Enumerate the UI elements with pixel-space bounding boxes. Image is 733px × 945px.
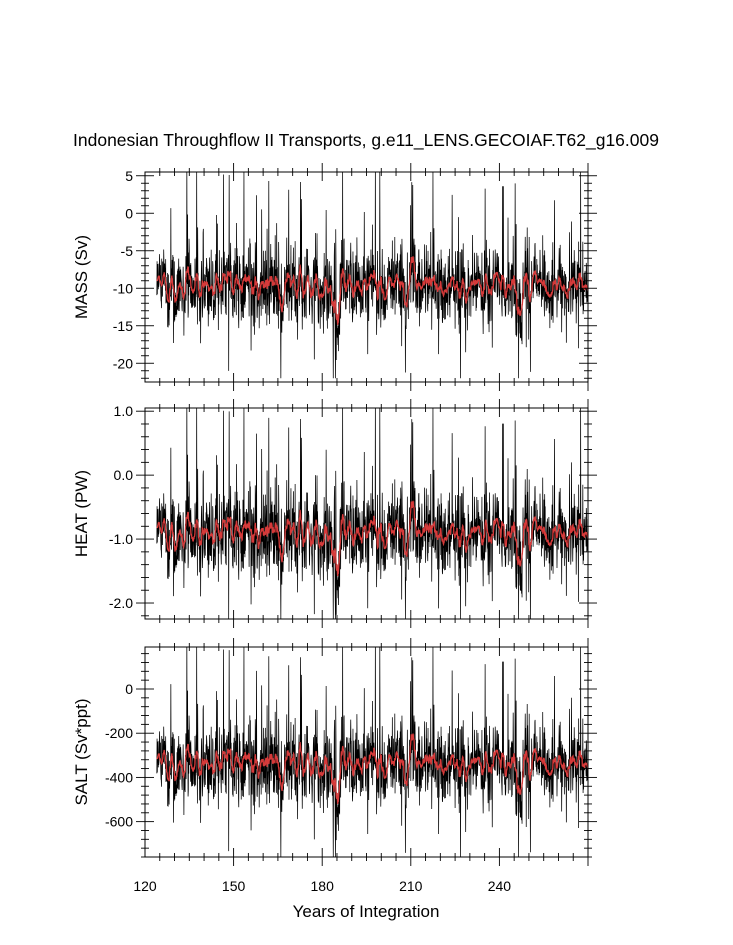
series-running-mean-0: [156, 256, 588, 325]
x-tick-label: 180: [311, 878, 335, 894]
y-tick-label: 0.0: [114, 467, 134, 483]
series-running-mean-1: [156, 500, 588, 577]
y-tick-label: 0: [125, 681, 133, 697]
series-monthly-1: [156, 408, 588, 619]
y-axis-label: MASS (Sv): [72, 235, 91, 319]
x-tick-label: 210: [399, 878, 423, 894]
x-tick-label: 150: [222, 878, 246, 894]
panel-salt: 0 -200 -400 -600 SALT (Sv*ppt): [72, 638, 597, 866]
series-monthly-0: [156, 172, 588, 379]
panel-mass: 5 0 -5 -10 -15 -20 MASS (Sv): [72, 163, 597, 391]
y-tick-label: -15: [113, 318, 133, 334]
y-tick-label: -600: [105, 814, 133, 830]
y-axis-label: SALT (Sv*ppt): [72, 698, 91, 805]
y-tick-label: 0: [125, 205, 133, 221]
y-tick-label: -5: [121, 243, 134, 259]
x-axis-label: Years of Integration: [293, 902, 440, 921]
y-tick-label: -2.0: [109, 595, 133, 611]
y-tick-label: -20: [113, 355, 133, 371]
x-axis: 120 150 180 210 240: [133, 878, 511, 894]
x-tick-label: 120: [133, 878, 157, 894]
chart-title: Indonesian Throughflow II Transports, g.…: [73, 130, 659, 151]
panel-heat: 1.0 0.0 -1.0 -2.0 HEAT (PW): [72, 399, 597, 628]
y-tick-label: -10: [113, 280, 133, 296]
series-monthly-2: [156, 647, 588, 857]
y-tick-label: -1.0: [109, 531, 133, 547]
y-tick-label: -200: [105, 725, 133, 741]
y-tick-label: 5: [125, 168, 133, 184]
series-running-mean-2: [156, 733, 588, 804]
y-tick-label: 1.0: [114, 403, 134, 419]
y-axis-label: HEAT (PW): [72, 470, 91, 557]
y-tick-label: -400: [105, 769, 133, 785]
x-tick-label: 240: [488, 878, 512, 894]
